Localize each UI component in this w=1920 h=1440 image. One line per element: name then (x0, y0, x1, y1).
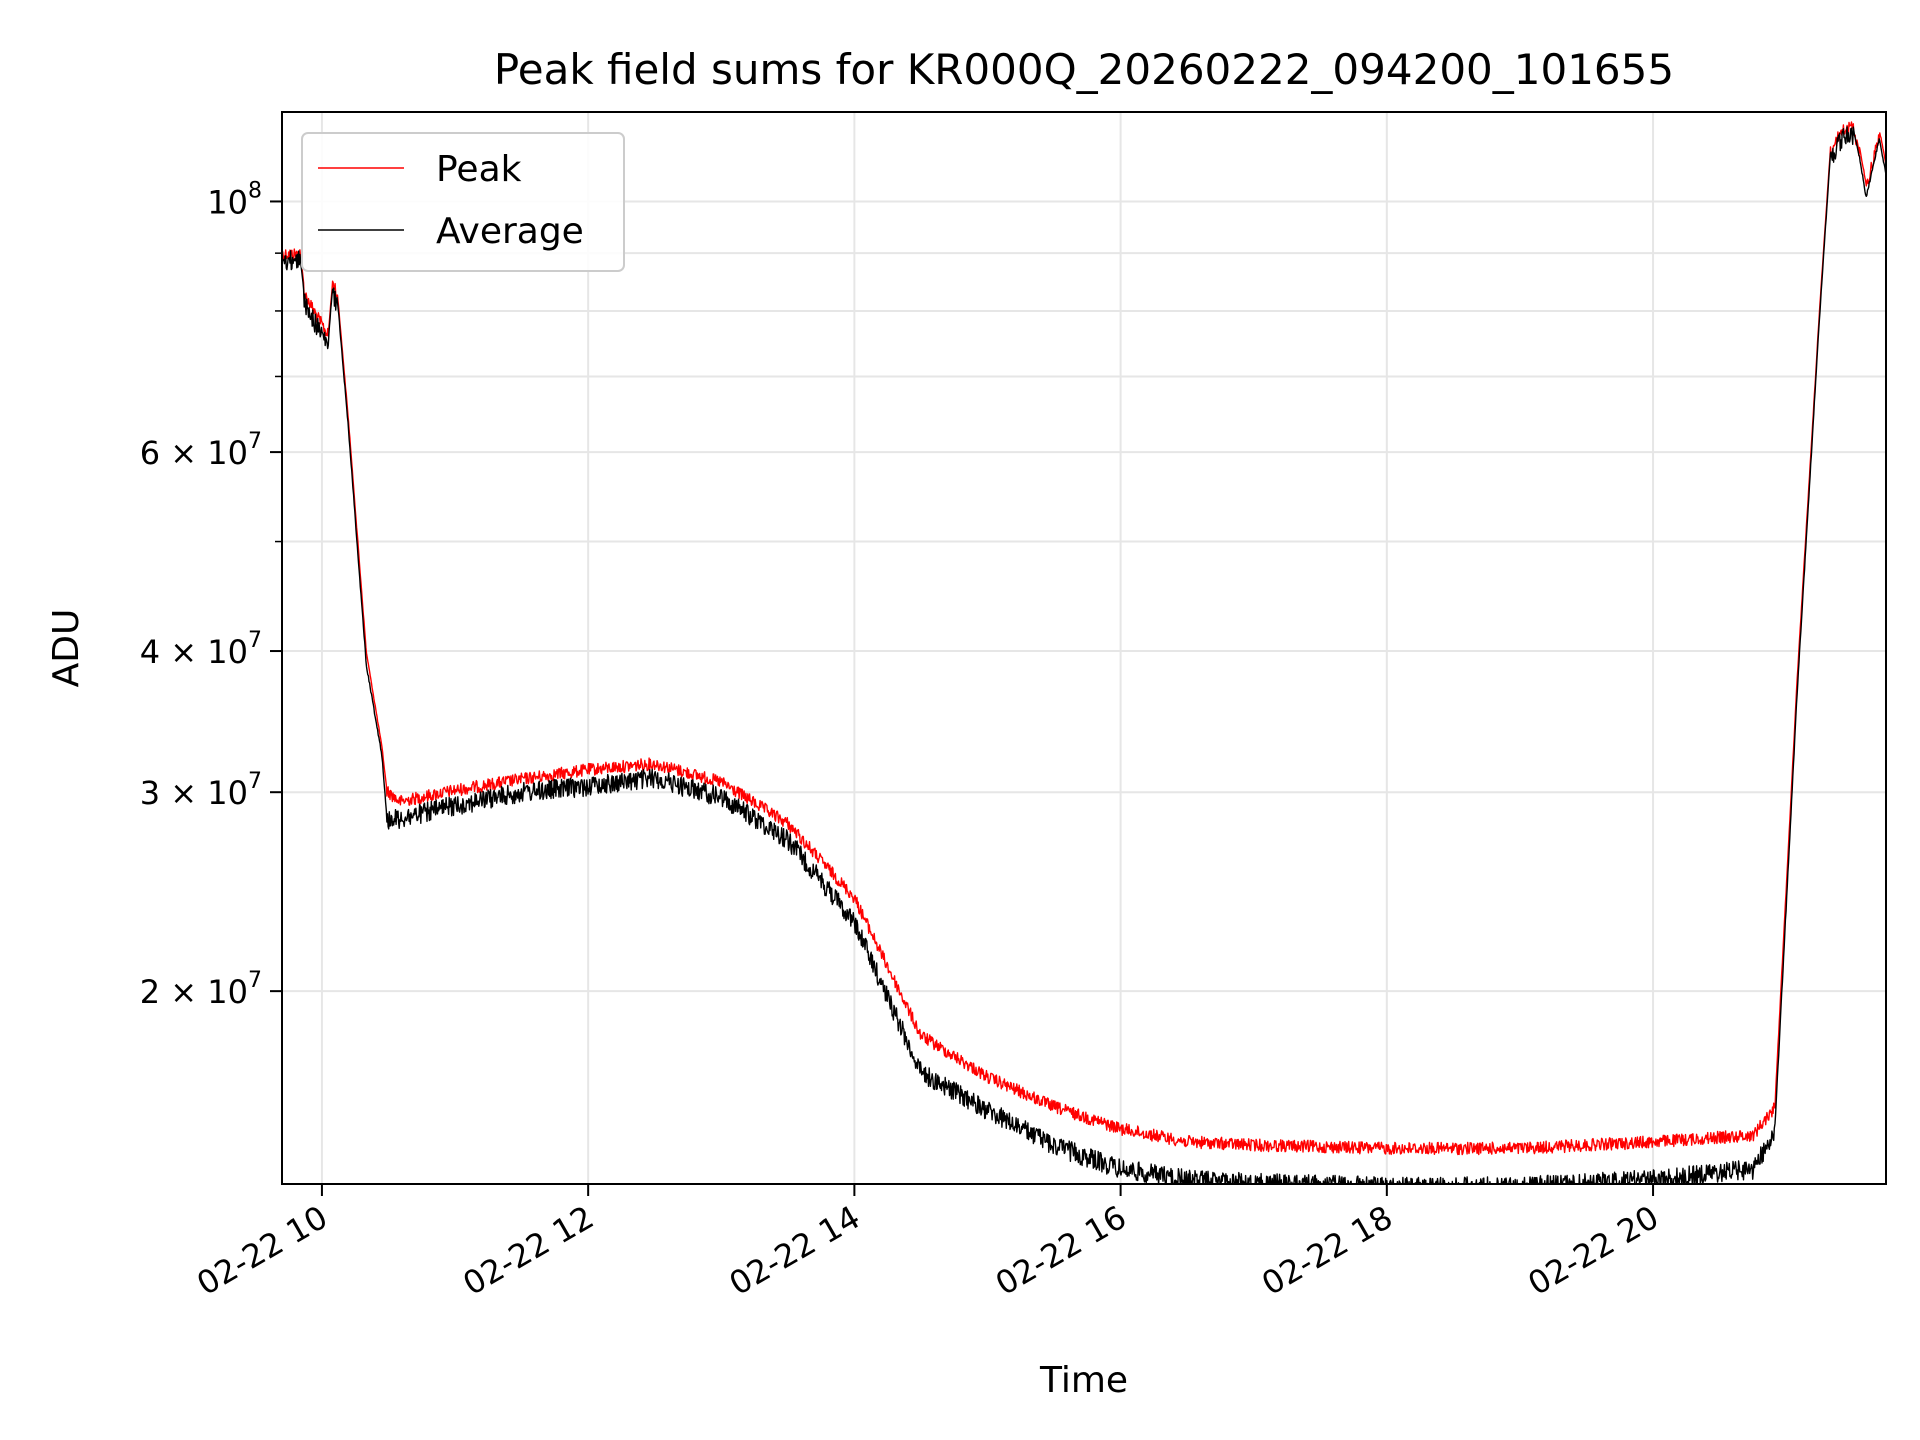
series-layer (282, 121, 1886, 1184)
y-tick-exponent: 8 (248, 178, 262, 203)
y-tick-exponent: 7 (248, 429, 262, 454)
legend: Peak Average (301, 132, 625, 272)
y-tick-label: 6 × 107 (140, 429, 262, 472)
legend-label-peak: Peak (436, 149, 522, 190)
legend-label-average: Average (436, 211, 584, 252)
y-tick-base: 3 × 10 (140, 774, 248, 812)
y-tick-base: 2 × 10 (140, 973, 248, 1011)
x-axis-label: Time (1039, 1360, 1128, 1401)
y-tick-exponent: 7 (248, 628, 262, 653)
grid (282, 112, 1886, 1184)
y-tick-label: 108 (207, 178, 262, 221)
y-tick-base: 4 × 10 (140, 633, 248, 671)
y-tick-exponent: 7 (248, 769, 262, 794)
y-tick-label: 3 × 107 (140, 769, 262, 812)
y-axis-label: ADU (46, 609, 87, 688)
y-tick-exponent: 7 (248, 968, 262, 993)
y-tick-label: 4 × 107 (140, 628, 262, 671)
series-line-average (282, 126, 1886, 1184)
y-tick-base: 6 × 10 (140, 434, 248, 472)
chart-title: Peak field sums for KR000Q_20260222_0942… (494, 45, 1674, 94)
series-line-peak (282, 121, 1886, 1156)
y-tick-base: 10 (207, 183, 248, 221)
y-tick-label: 2 × 107 (140, 968, 262, 1011)
plot-frame (281, 111, 1887, 1185)
